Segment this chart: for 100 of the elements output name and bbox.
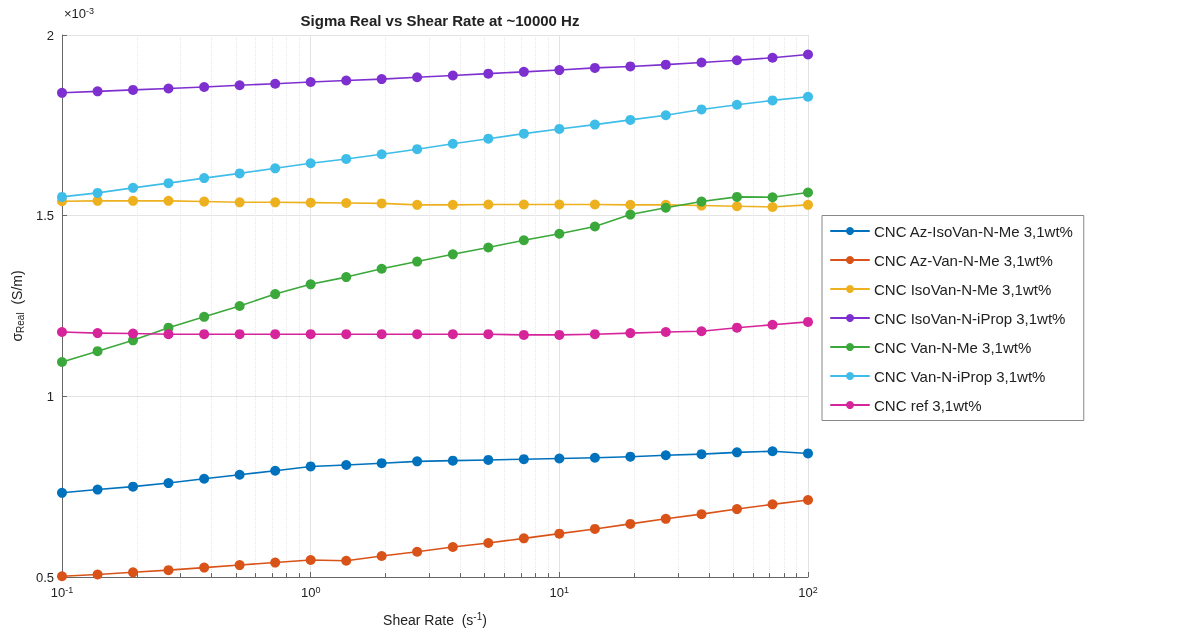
point (767, 192, 778, 203)
point (376, 551, 387, 562)
point (234, 80, 245, 91)
point (92, 328, 103, 339)
point (625, 518, 636, 529)
point (305, 329, 316, 340)
point (483, 329, 494, 340)
point (483, 133, 494, 144)
y-tick-label: 1.5 (35, 208, 54, 224)
point (696, 196, 707, 207)
point (341, 272, 352, 283)
point (589, 452, 600, 463)
point (554, 123, 565, 134)
point (767, 52, 778, 63)
point (92, 86, 103, 97)
point (554, 199, 565, 210)
point (57, 571, 67, 582)
point (518, 235, 529, 246)
point (305, 279, 316, 290)
point (234, 301, 245, 311)
point (696, 326, 707, 337)
point (803, 187, 813, 198)
point (412, 72, 423, 83)
point (589, 329, 600, 340)
y-axis-title: σReal (S/m) (9, 270, 26, 342)
point (163, 195, 174, 206)
point (163, 178, 174, 189)
point (92, 187, 103, 198)
point (447, 249, 458, 260)
point (767, 95, 778, 106)
point (412, 199, 423, 210)
point (803, 448, 813, 459)
point (376, 198, 387, 209)
point (341, 75, 352, 86)
point (625, 199, 636, 210)
point (554, 453, 565, 464)
point (270, 289, 281, 300)
point (731, 201, 742, 212)
point (305, 197, 316, 208)
point (128, 195, 139, 206)
point (803, 199, 813, 210)
point (589, 523, 600, 534)
point (447, 138, 458, 149)
point (234, 197, 245, 208)
point (199, 473, 210, 484)
legend-label: CNC IsoVan-N-Me 3,1wt% (874, 280, 1052, 298)
point (305, 76, 316, 87)
point (731, 191, 742, 202)
point (589, 221, 600, 232)
point (518, 199, 529, 210)
point (234, 329, 245, 340)
chart-title: Sigma Real vs Shear Rate at ~10000 Hz (300, 12, 580, 29)
point (341, 329, 352, 340)
point (128, 84, 139, 95)
point (447, 542, 458, 553)
point (270, 557, 281, 568)
point (376, 149, 387, 160)
point (803, 49, 813, 60)
point (341, 153, 352, 164)
point (92, 484, 103, 495)
point (199, 311, 210, 322)
point (128, 567, 139, 578)
legend-label: CNC Van-N-Me 3,1wt% (874, 338, 1032, 356)
point (57, 87, 67, 98)
point (731, 447, 742, 458)
point (376, 263, 387, 274)
point (341, 459, 352, 470)
y-tick-label: 2 (46, 27, 54, 43)
point (163, 565, 174, 576)
point (518, 128, 529, 139)
point (554, 329, 565, 340)
point (341, 198, 352, 209)
point (305, 158, 316, 169)
point (554, 528, 565, 539)
point (696, 449, 707, 460)
point (731, 504, 742, 515)
point (270, 78, 281, 89)
legend-label: CNC Az-Van-N-Me 3,1wt% (874, 251, 1053, 269)
point (803, 495, 813, 506)
point (483, 199, 494, 210)
point (270, 163, 281, 174)
y-tick-label: 1 (46, 388, 54, 404)
point (625, 451, 636, 462)
point (270, 197, 281, 208)
point (128, 481, 139, 492)
point (625, 209, 636, 220)
point (447, 455, 458, 466)
point (163, 83, 174, 94)
point (57, 357, 67, 367)
point (660, 450, 671, 461)
point (163, 329, 174, 340)
point (199, 196, 210, 207)
point (660, 327, 671, 338)
point (412, 256, 423, 267)
point (305, 555, 316, 566)
point (518, 66, 529, 77)
point (483, 538, 494, 549)
point (589, 62, 600, 73)
point (660, 110, 671, 121)
point (57, 327, 67, 338)
